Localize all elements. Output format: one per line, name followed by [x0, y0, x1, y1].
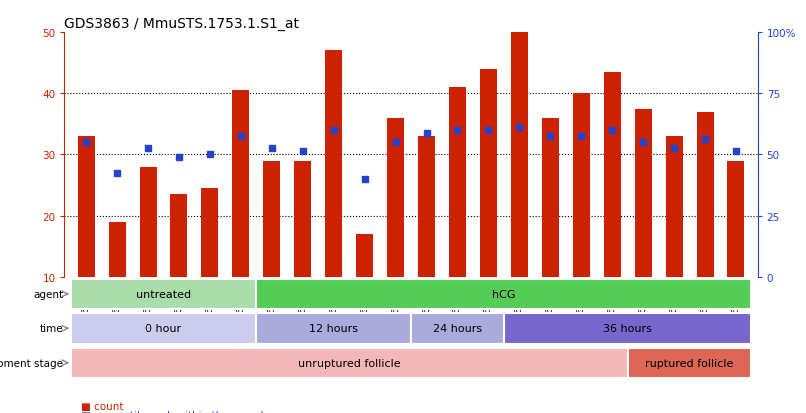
Text: 36 hours: 36 hours	[603, 323, 652, 333]
Bar	[77, 137, 94, 277]
Text: hCG: hCG	[492, 289, 516, 299]
Bar	[387, 119, 404, 277]
Bar	[542, 119, 559, 277]
Bar	[170, 195, 188, 277]
Bar	[264, 161, 280, 277]
Bar	[294, 161, 311, 277]
Bar	[139, 167, 156, 277]
Text: unruptured follicle: unruptured follicle	[298, 358, 401, 368]
Text: development stage: development stage	[0, 358, 63, 368]
FancyBboxPatch shape	[256, 314, 411, 344]
Bar	[232, 91, 249, 277]
Text: 24 hours: 24 hours	[433, 323, 482, 333]
FancyBboxPatch shape	[256, 280, 751, 310]
Bar	[666, 137, 683, 277]
Bar	[449, 88, 466, 277]
Text: untreated: untreated	[136, 289, 191, 299]
FancyBboxPatch shape	[71, 314, 256, 344]
Text: ruptured follicle: ruptured follicle	[646, 358, 733, 368]
FancyBboxPatch shape	[504, 314, 751, 344]
Text: ■ count: ■ count	[81, 401, 123, 411]
Bar	[634, 109, 652, 277]
Bar	[480, 70, 497, 277]
Bar	[728, 161, 745, 277]
Text: GDS3863 / MmuSTS.1753.1.S1_at: GDS3863 / MmuSTS.1753.1.S1_at	[64, 17, 300, 31]
Bar	[202, 189, 218, 277]
FancyBboxPatch shape	[71, 280, 256, 310]
Text: ■ percentile rank within the sample: ■ percentile rank within the sample	[81, 411, 269, 413]
FancyBboxPatch shape	[71, 348, 628, 378]
Bar	[511, 33, 528, 277]
Bar	[356, 234, 373, 277]
Bar	[418, 137, 435, 277]
Text: 12 hours: 12 hours	[310, 323, 358, 333]
Bar	[573, 94, 590, 277]
Bar	[109, 222, 126, 277]
FancyBboxPatch shape	[628, 348, 751, 378]
Bar	[325, 51, 343, 277]
Text: 0 hour: 0 hour	[145, 323, 181, 333]
Bar	[604, 73, 621, 277]
Text: agent: agent	[33, 289, 63, 299]
Bar	[696, 112, 713, 277]
Text: time: time	[39, 323, 63, 333]
FancyBboxPatch shape	[411, 314, 504, 344]
